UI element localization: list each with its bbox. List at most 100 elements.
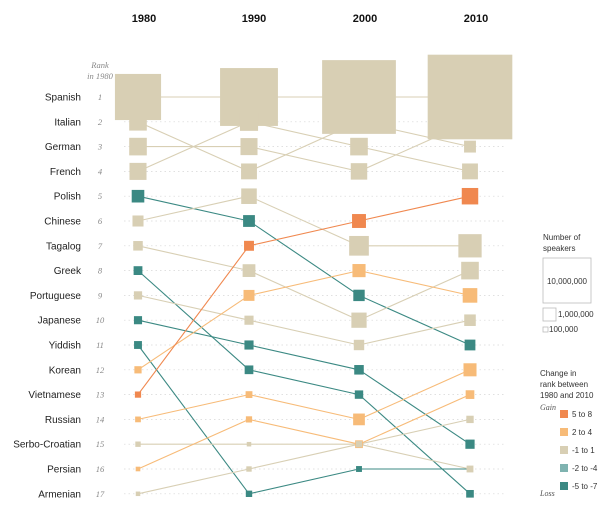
square-korean-1990: [243, 289, 255, 301]
square-russian-2000: [353, 413, 365, 426]
connector-russian-0: [137, 394, 250, 420]
connector-french-0: [137, 121, 250, 172]
connector-persian-2: [358, 394, 471, 445]
size-legend-title-1: Number of: [543, 233, 581, 242]
square-tagalog-2010: [461, 261, 479, 280]
rank-note-line2: in 1980: [87, 71, 113, 81]
square-japanese-1990: [244, 340, 254, 350]
connector-korean-2: [358, 270, 471, 296]
connector-persian-1: [248, 418, 360, 445]
rank-1980-label-vietnamese: 13: [96, 390, 105, 400]
color-legend-swatch-minus5-to-minus7: [560, 482, 568, 490]
square-italian-1990: [241, 163, 257, 180]
connector-portuguese-0: [137, 294, 250, 321]
color-legend-swatch-5-to-8: [560, 410, 568, 418]
language-label-yiddish: Yiddish: [49, 341, 81, 352]
language-label-spanish: Spanish: [45, 93, 81, 104]
rank-1980-label-spanish: 1: [98, 92, 102, 102]
year-label-2000: 2000: [353, 13, 377, 25]
square-tagalog-2000: [351, 312, 367, 328]
connector-german-1: [248, 146, 360, 172]
rank-1980-label-armenian: 17: [96, 489, 105, 499]
language-label-armenian: Armenian: [38, 489, 81, 500]
size-legend-label-large: 10,000,000: [547, 277, 588, 286]
language-label-serbo-croatian: Serbo-Croatian: [13, 440, 81, 451]
square-chinese-1980: [132, 215, 144, 227]
connector-russian-1: [248, 394, 360, 420]
square-chinese-1990: [241, 188, 257, 204]
connector-yiddish-1: [248, 468, 360, 495]
size-legend-square-large: [542, 257, 592, 304]
size-legend-title-2: speakers: [543, 244, 575, 253]
square-vietnamese-2010: [461, 187, 479, 205]
connector-portuguese-1: [248, 319, 360, 346]
color-legend-label-minus1-to-1: -1 to 1: [572, 446, 595, 455]
language-label-tagalog: Tagalog: [46, 241, 81, 252]
connector-vietnamese-2: [358, 195, 471, 222]
square-korean-1980: [134, 366, 142, 374]
connector-armenian-0: [137, 468, 250, 495]
connector-french-2: [358, 146, 471, 172]
language-label-german: German: [45, 142, 81, 153]
square-japanese-2000: [354, 365, 364, 375]
connector-tagalog-1: [248, 270, 360, 321]
square-german-1990: [240, 138, 258, 156]
connector-greek-1: [248, 369, 360, 396]
language-label-polish: Polish: [54, 192, 81, 203]
connector-tagalog-0: [137, 245, 250, 272]
square-yiddish-2000: [356, 466, 362, 472]
rank-1980-label-greek: 8: [98, 266, 103, 276]
square-tagalog-1980: [133, 241, 143, 251]
language-label-chinese: Chinese: [44, 217, 81, 228]
connector-serbo-croatian-2: [358, 418, 471, 445]
rank-1980-label-persian: 16: [96, 464, 105, 474]
language-label-portuguese: Portuguese: [30, 291, 82, 302]
square-french-1990: [239, 112, 259, 131]
square-persian-1990: [245, 416, 253, 423]
square-serbo-croatian-1990: [246, 441, 252, 447]
rank-1980-label-russian: 14: [96, 414, 105, 424]
connector-polish-1: [248, 220, 360, 296]
square-serbo-croatian-1980: [135, 441, 141, 447]
square-russian-1990: [245, 391, 253, 399]
square-portuguese-2000: [353, 339, 365, 351]
rank-1980-label-portuguese: 9: [98, 290, 103, 300]
rank-1980-label-yiddish: 11: [96, 340, 104, 350]
language-label-japanese: Japanese: [38, 316, 82, 327]
square-tagalog-1990: [242, 264, 256, 277]
connector-portuguese-2: [358, 319, 471, 346]
square-french-2010: [462, 163, 478, 180]
color-legend-label-minus5-to-minus7: -5 to -7: [572, 482, 598, 491]
color-legend-label-minus2-to-minus4: -2 to -4: [572, 464, 598, 473]
language-label-french: French: [50, 167, 81, 178]
language-label-vietnamese: Vietnamese: [28, 390, 81, 401]
rank-1980-label-serbo-croatian: 15: [96, 439, 105, 449]
color-legend-label-2-to-4: 2 to 4: [572, 428, 593, 437]
square-italian-2010: [464, 140, 476, 153]
color-legend-swatch-2-to-4: [560, 428, 568, 436]
connector-japanese-1: [248, 344, 360, 371]
square-italian-2000: [352, 114, 366, 129]
color-legend: Change in rank between 1980 and 2010 Gai…: [539, 369, 598, 498]
color-legend-label-5-to-8: 5 to 8: [572, 410, 593, 419]
square-armenian-1990: [246, 466, 252, 472]
rank-1980-label-korean: 12: [96, 365, 105, 375]
year-label-1990: 1990: [242, 13, 266, 25]
square-yiddish-1980: [134, 341, 142, 349]
color-legend-title-1: Change in: [540, 369, 576, 378]
rank-connectors: [137, 96, 471, 495]
rank-1980-label-french: 4: [98, 166, 103, 176]
square-portuguese-1990: [244, 315, 254, 325]
rank-1980-label-chinese: 6: [98, 216, 103, 226]
language-label-persian: Persian: [47, 465, 81, 476]
square-french-1980: [129, 162, 147, 180]
square-greek-1980: [133, 266, 143, 275]
square-portuguese-2010: [464, 314, 476, 326]
rank-note-line1: Rank: [90, 60, 109, 70]
connector-chinese-1: [248, 195, 360, 247]
square-chinese-2010: [458, 234, 482, 258]
rank-1980-label-tagalog: 7: [98, 241, 103, 251]
size-legend-label-medium: 1,000,000: [558, 310, 594, 319]
language-label-russian: Russian: [45, 415, 81, 426]
